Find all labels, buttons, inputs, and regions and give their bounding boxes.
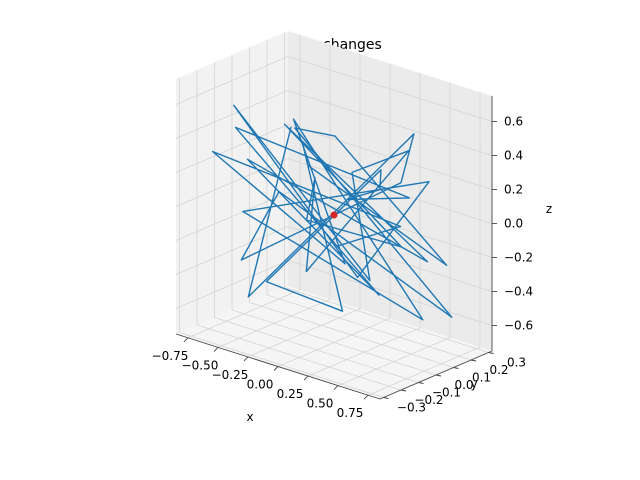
y-tick-label: 0.1 xyxy=(472,371,491,385)
z-tick-label: −0.4 xyxy=(504,285,533,299)
y-axis-label: y xyxy=(470,377,477,391)
y-tick-label: 0.2 xyxy=(489,363,508,377)
grid-line-z xyxy=(175,124,493,190)
x-tick-label: −0.50 xyxy=(182,358,219,372)
grid-line-y xyxy=(179,77,384,398)
grid-line-z xyxy=(175,192,493,258)
grid-line-x xyxy=(277,63,391,367)
z-tick-label: 0.4 xyxy=(504,149,523,163)
grid-line-x xyxy=(187,34,301,339)
x-tick-mark xyxy=(303,375,309,381)
x-tick-label: −0.25 xyxy=(212,368,249,382)
grid-lines xyxy=(175,32,493,398)
grid-line-y xyxy=(214,62,419,383)
grid-line-z xyxy=(175,226,493,292)
x-tick-mark xyxy=(183,337,189,343)
grid-line-y xyxy=(284,32,489,353)
x-tick-label: −0.75 xyxy=(152,349,189,363)
x-tick-label: 0.25 xyxy=(277,387,304,401)
z-tick-label: −0.2 xyxy=(504,251,533,265)
grid-line-y xyxy=(231,55,437,376)
grid-line-x xyxy=(307,73,421,377)
y-tick-label: −0.3 xyxy=(397,401,426,415)
y-tick-mark xyxy=(453,367,459,369)
z-tick-label: 0.2 xyxy=(504,183,523,197)
y-tick-label: 0.0 xyxy=(454,378,473,392)
grid-line-z xyxy=(175,158,493,224)
x-tick-label: 0.75 xyxy=(337,406,364,420)
origin-marker xyxy=(330,211,338,219)
x-tick-mark xyxy=(333,385,339,390)
grid-line-z xyxy=(175,56,493,122)
grid-line-x xyxy=(337,82,451,386)
data-layer xyxy=(211,104,453,321)
grid-line-x xyxy=(217,44,331,348)
x-tick-label: 0.00 xyxy=(247,378,274,392)
trajectory-line xyxy=(211,104,453,321)
y-tick-label: −0.2 xyxy=(414,393,443,407)
y-tick-mark xyxy=(418,382,424,384)
grid-line-y xyxy=(196,70,402,391)
y-tick-label: 0.3 xyxy=(507,356,526,370)
y-tick-mark xyxy=(435,374,442,377)
y-tick-mark xyxy=(470,359,477,362)
y-tick-label: −0.1 xyxy=(432,386,461,400)
y-tick-mark xyxy=(400,389,407,392)
x-axis-label: x xyxy=(246,410,253,424)
x-tick-mark xyxy=(273,366,279,371)
z-tick-label: 0.0 xyxy=(504,217,523,231)
z-tick-label: −0.6 xyxy=(504,319,533,333)
x-tick-label: 0.50 xyxy=(307,397,334,411)
axis-lines xyxy=(175,96,497,400)
grid-line-x xyxy=(247,53,361,358)
grid-line-y xyxy=(266,40,472,361)
grid-line-x xyxy=(367,92,481,396)
x-tick-mark xyxy=(213,347,219,352)
y-tick-mark xyxy=(488,352,494,354)
x-tick-mark xyxy=(243,356,249,362)
x-tick-mark xyxy=(363,394,369,400)
y-tick-mark xyxy=(383,397,389,399)
z-axis-label: z xyxy=(546,202,552,216)
z-tick-label: 0.6 xyxy=(504,115,523,129)
grid-line-z xyxy=(175,90,493,156)
tick-labels: −0.75−0.50−0.250.000.250.500.75 −0.3−0.2−… xyxy=(152,115,534,421)
